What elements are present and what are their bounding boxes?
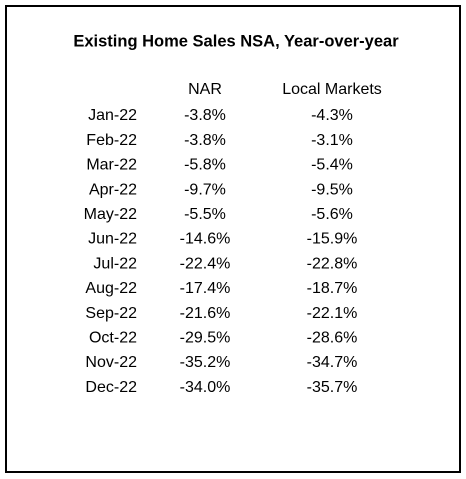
cell: -5.6%	[311, 206, 353, 223]
cell: -15.9%	[307, 231, 358, 248]
frame	[5, 5, 461, 473]
cell: -3.1%	[311, 132, 353, 149]
row-label: Oct-22	[89, 330, 137, 347]
cell: -22.4%	[180, 255, 231, 272]
cell: -9.5%	[311, 181, 353, 198]
row-label: Dec-22	[85, 379, 137, 396]
cell: -28.6%	[307, 330, 358, 347]
cell: -35.2%	[180, 354, 231, 371]
cell: -29.5%	[180, 330, 231, 347]
cell: -3.8%	[184, 132, 226, 149]
row-label: Sep-22	[85, 305, 137, 322]
cell: -5.8%	[184, 157, 226, 174]
cell: -4.3%	[311, 107, 353, 124]
cell: -34.7%	[307, 354, 358, 371]
cell: -17.4%	[180, 280, 231, 297]
cell: -21.6%	[180, 305, 231, 322]
row-label: Nov-22	[85, 354, 137, 371]
row-label: Jan-22	[88, 107, 137, 124]
row-label: Jul-22	[93, 255, 137, 272]
cell: -22.1%	[307, 305, 358, 322]
row-label: Aug-22	[85, 280, 137, 297]
cell: -3.8%	[184, 107, 226, 124]
cell: -22.8%	[307, 255, 358, 272]
cell: -34.0%	[180, 379, 231, 396]
cell: -14.6%	[180, 231, 231, 248]
row-label: Jun-22	[88, 231, 137, 248]
row-label: May-22	[84, 206, 137, 223]
row-label: Apr-22	[89, 181, 137, 198]
cell: -5.4%	[311, 157, 353, 174]
cell: -35.7%	[307, 379, 358, 396]
row-label: Feb-22	[86, 132, 137, 149]
cell: -18.7%	[307, 280, 358, 297]
table-title: Existing Home Sales NSA, Year-over-year	[73, 32, 399, 50]
row-label: Mar-22	[86, 157, 137, 174]
cell: -9.7%	[184, 181, 226, 198]
column-header: NAR	[188, 81, 222, 98]
cell: -5.5%	[184, 206, 226, 223]
column-header: Local Markets	[282, 81, 382, 98]
